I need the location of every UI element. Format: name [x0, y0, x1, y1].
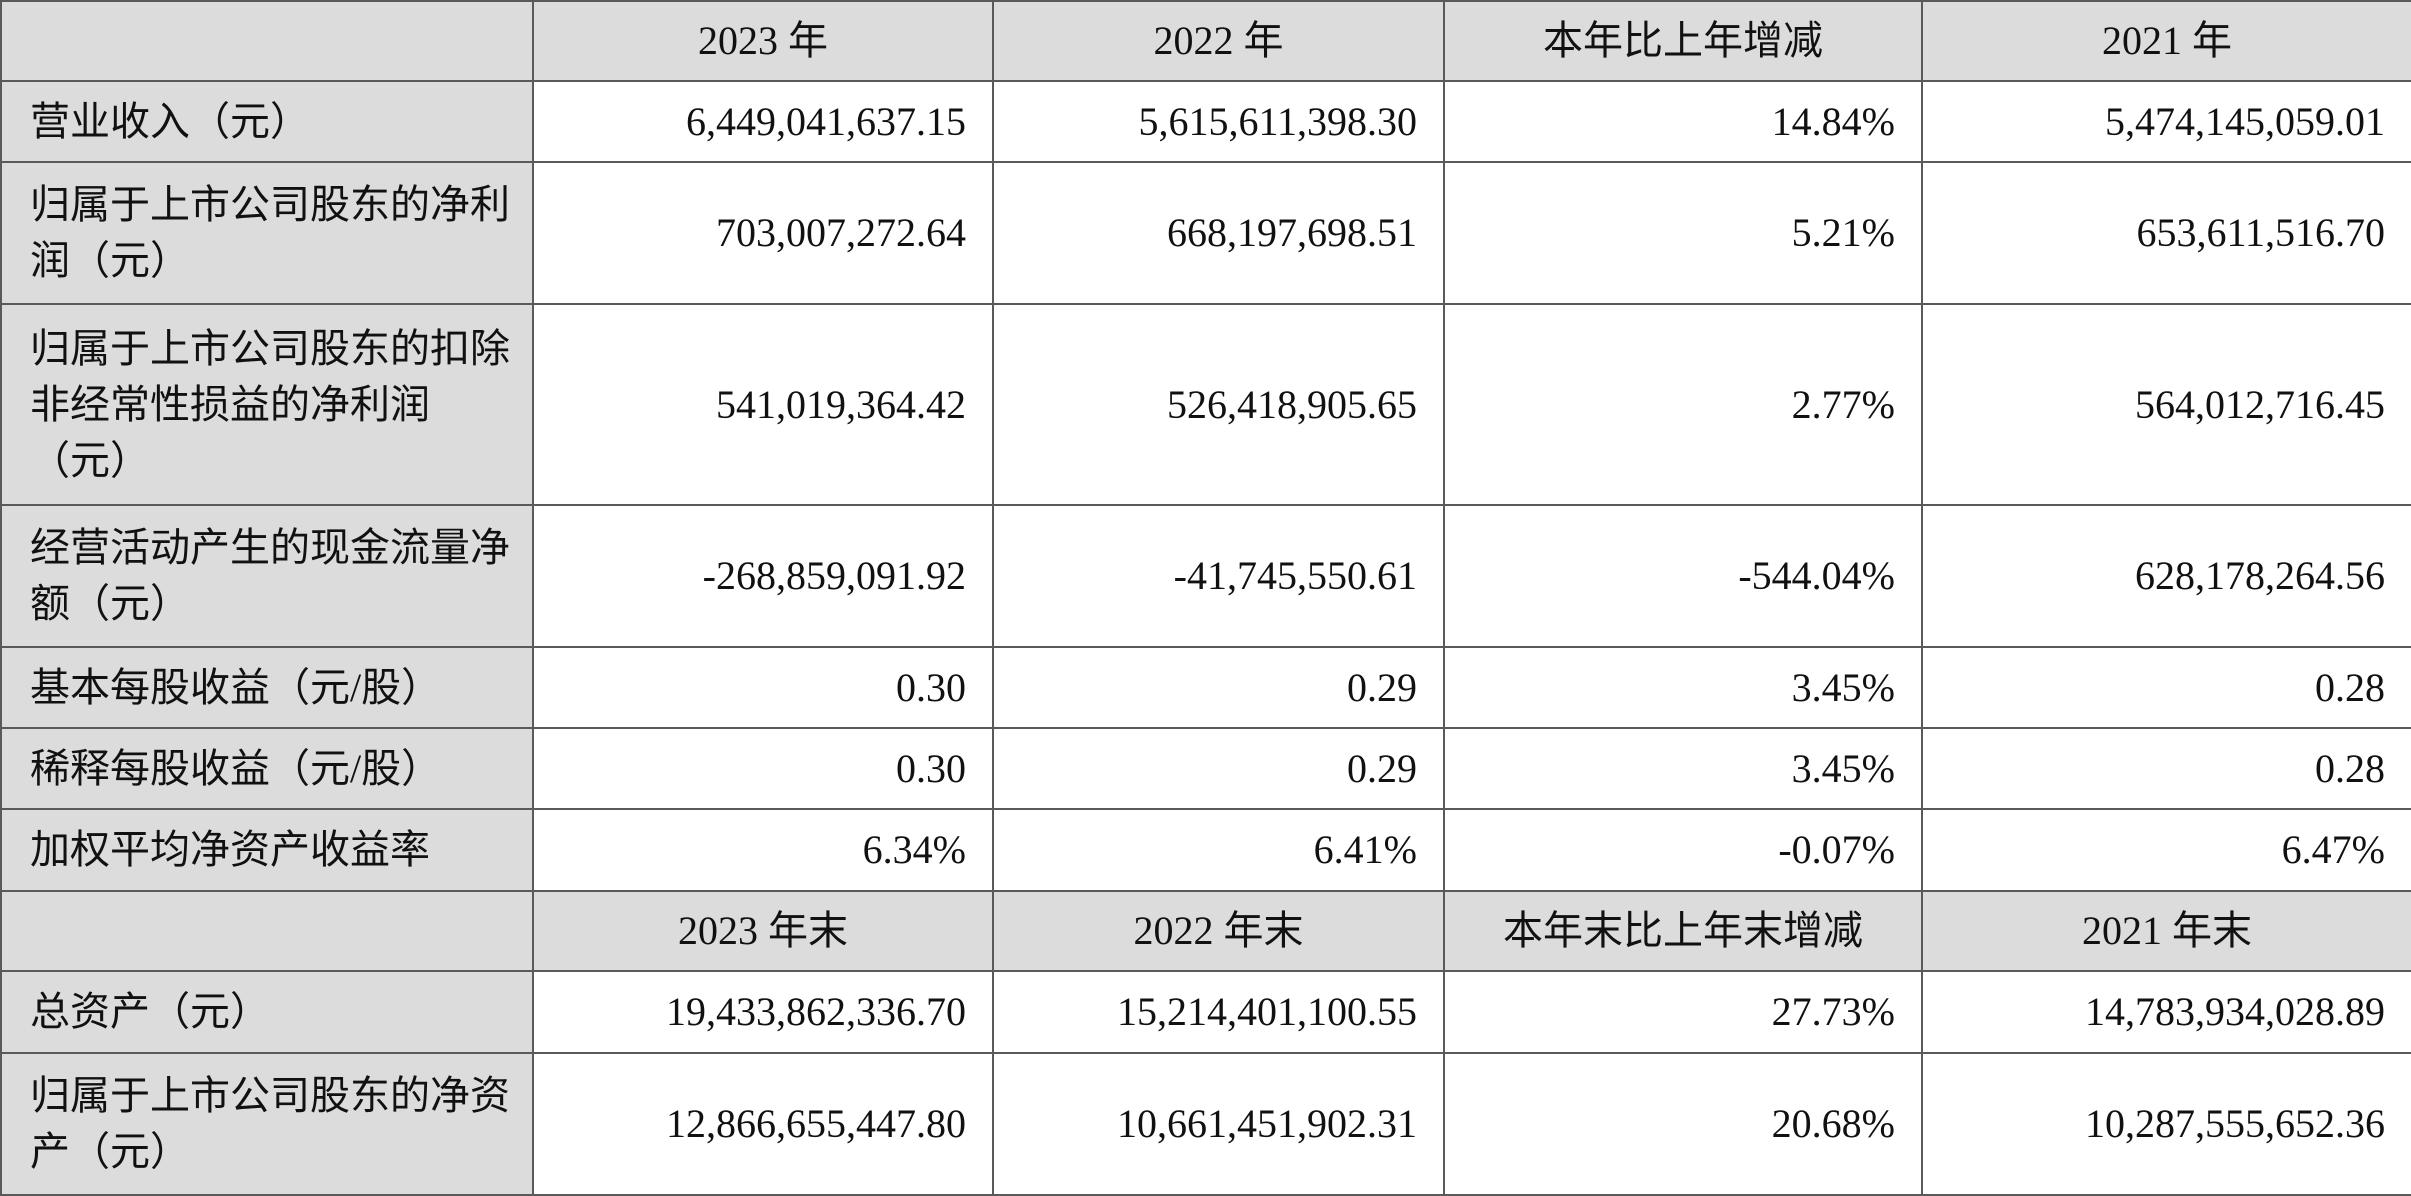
value-cell: -544.04%	[1443, 504, 1923, 648]
row-label: 加权平均净资产收益率	[0, 808, 534, 892]
value-cell: 564,012,716.45	[1921, 303, 2411, 506]
column-header: 2021 年末	[1921, 890, 2411, 972]
table-row: 基本每股收益（元/股） 0.30 0.29 3.45% 0.28	[0, 646, 2411, 729]
row-label: 归属于上市公司股东的净资产（元）	[0, 1052, 534, 1196]
value-cell: 5.21%	[1443, 161, 1923, 305]
table-row: 总资产（元） 19,433,862,336.70 15,214,401,100.55…	[0, 970, 2411, 1054]
header-row: 2023 年 2022 年本年比上年增减 2021 年	[0, 0, 2411, 82]
table-row: 归属于上市公司股东的净利润（元） 703,007,272.64 668,197,69…	[0, 161, 2411, 305]
column-header: 本年比上年增减	[1443, 0, 1923, 82]
value-cell: 541,019,364.42	[532, 303, 994, 506]
column-header: 2023 年末	[532, 890, 994, 972]
value-cell: 12,866,655,447.80	[532, 1052, 994, 1196]
value-cell: 6.47%	[1921, 808, 2411, 892]
table-row: 经营活动产生的现金流量净额（元） -268,859,091.92 -41,745,5…	[0, 504, 2411, 648]
value-cell: 14.84%	[1443, 80, 1923, 163]
table-row: 加权平均净资产收益率 6.34% 6.41% -0.07% 6.47%	[0, 808, 2411, 892]
value-cell: 0.30	[532, 727, 994, 810]
value-cell: 668,197,698.51	[992, 161, 1445, 305]
value-cell: 6.41%	[992, 808, 1445, 892]
value-cell: 20.68%	[1443, 1052, 1923, 1196]
value-cell: 10,661,451,902.31	[992, 1052, 1445, 1196]
value-cell: 526,418,905.65	[992, 303, 1445, 506]
value-cell: 0.29	[992, 646, 1445, 729]
row-label: 营业收入（元）	[0, 80, 534, 163]
table-row: 归属于上市公司股东的净资产（元） 12,866,655,447.80 10,661,…	[0, 1052, 2411, 1196]
value-cell: 0.28	[1921, 727, 2411, 810]
value-cell: 703,007,272.64	[532, 161, 994, 305]
column-header: 2023 年	[532, 0, 994, 82]
value-cell: 3.45%	[1443, 646, 1923, 729]
value-cell: 27.73%	[1443, 970, 1923, 1054]
value-cell: 3.45%	[1443, 727, 1923, 810]
value-cell: 0.30	[532, 646, 994, 729]
row-label: 归属于上市公司股东的扣除非经常性损益的净利润（元）	[0, 303, 534, 506]
row-label: 归属于上市公司股东的净利润（元）	[0, 161, 534, 305]
value-cell: 6.34%	[532, 808, 994, 892]
row-label: 经营活动产生的现金流量净额（元）	[0, 504, 534, 648]
header-corner	[0, 890, 534, 972]
value-cell: 0.29	[992, 727, 1445, 810]
value-cell: -41,745,550.61	[992, 504, 1445, 648]
header-row: 2023 年末 2022 年末 本年末比上年末增减 2021 年末	[0, 890, 2411, 972]
value-cell: 6,449,041,637.15	[532, 80, 994, 163]
value-cell: 5,615,611,398.30	[992, 80, 1445, 163]
value-cell: 628,178,264.56	[1921, 504, 2411, 648]
header-corner	[0, 0, 534, 82]
column-header: 本年末比上年末增减	[1443, 890, 1923, 972]
column-header: 2021 年	[1921, 0, 2411, 82]
value-cell: 10,287,555,652.36	[1921, 1052, 2411, 1196]
value-cell: -268,859,091.92	[532, 504, 994, 648]
row-label: 稀释每股收益（元/股）	[0, 727, 534, 810]
value-cell: 14,783,934,028.89	[1921, 970, 2411, 1054]
value-cell: 0.28	[1921, 646, 2411, 729]
value-cell: 5,474,145,059.01	[1921, 80, 2411, 163]
value-cell: 15,214,401,100.55	[992, 970, 1445, 1054]
value-cell: 2.77%	[1443, 303, 1923, 506]
column-header: 2022 年末	[992, 890, 1445, 972]
row-label: 基本每股收益（元/股）	[0, 646, 534, 729]
row-label: 总资产（元）	[0, 970, 534, 1054]
table-row: 营业收入（元） 6,449,041,637.15 5,615,611,398.30 1…	[0, 80, 2411, 163]
value-cell: 19,433,862,336.70	[532, 970, 994, 1054]
value-cell: 653,611,516.70	[1921, 161, 2411, 305]
table-row: 稀释每股收益（元/股） 0.30 0.29 3.45% 0.28	[0, 727, 2411, 810]
column-header: 2022 年	[992, 0, 1445, 82]
table-row: 归属于上市公司股东的扣除非经常性损益的净利润（元） 541,019,364.42 5…	[0, 303, 2411, 506]
value-cell: -0.07%	[1443, 808, 1923, 892]
